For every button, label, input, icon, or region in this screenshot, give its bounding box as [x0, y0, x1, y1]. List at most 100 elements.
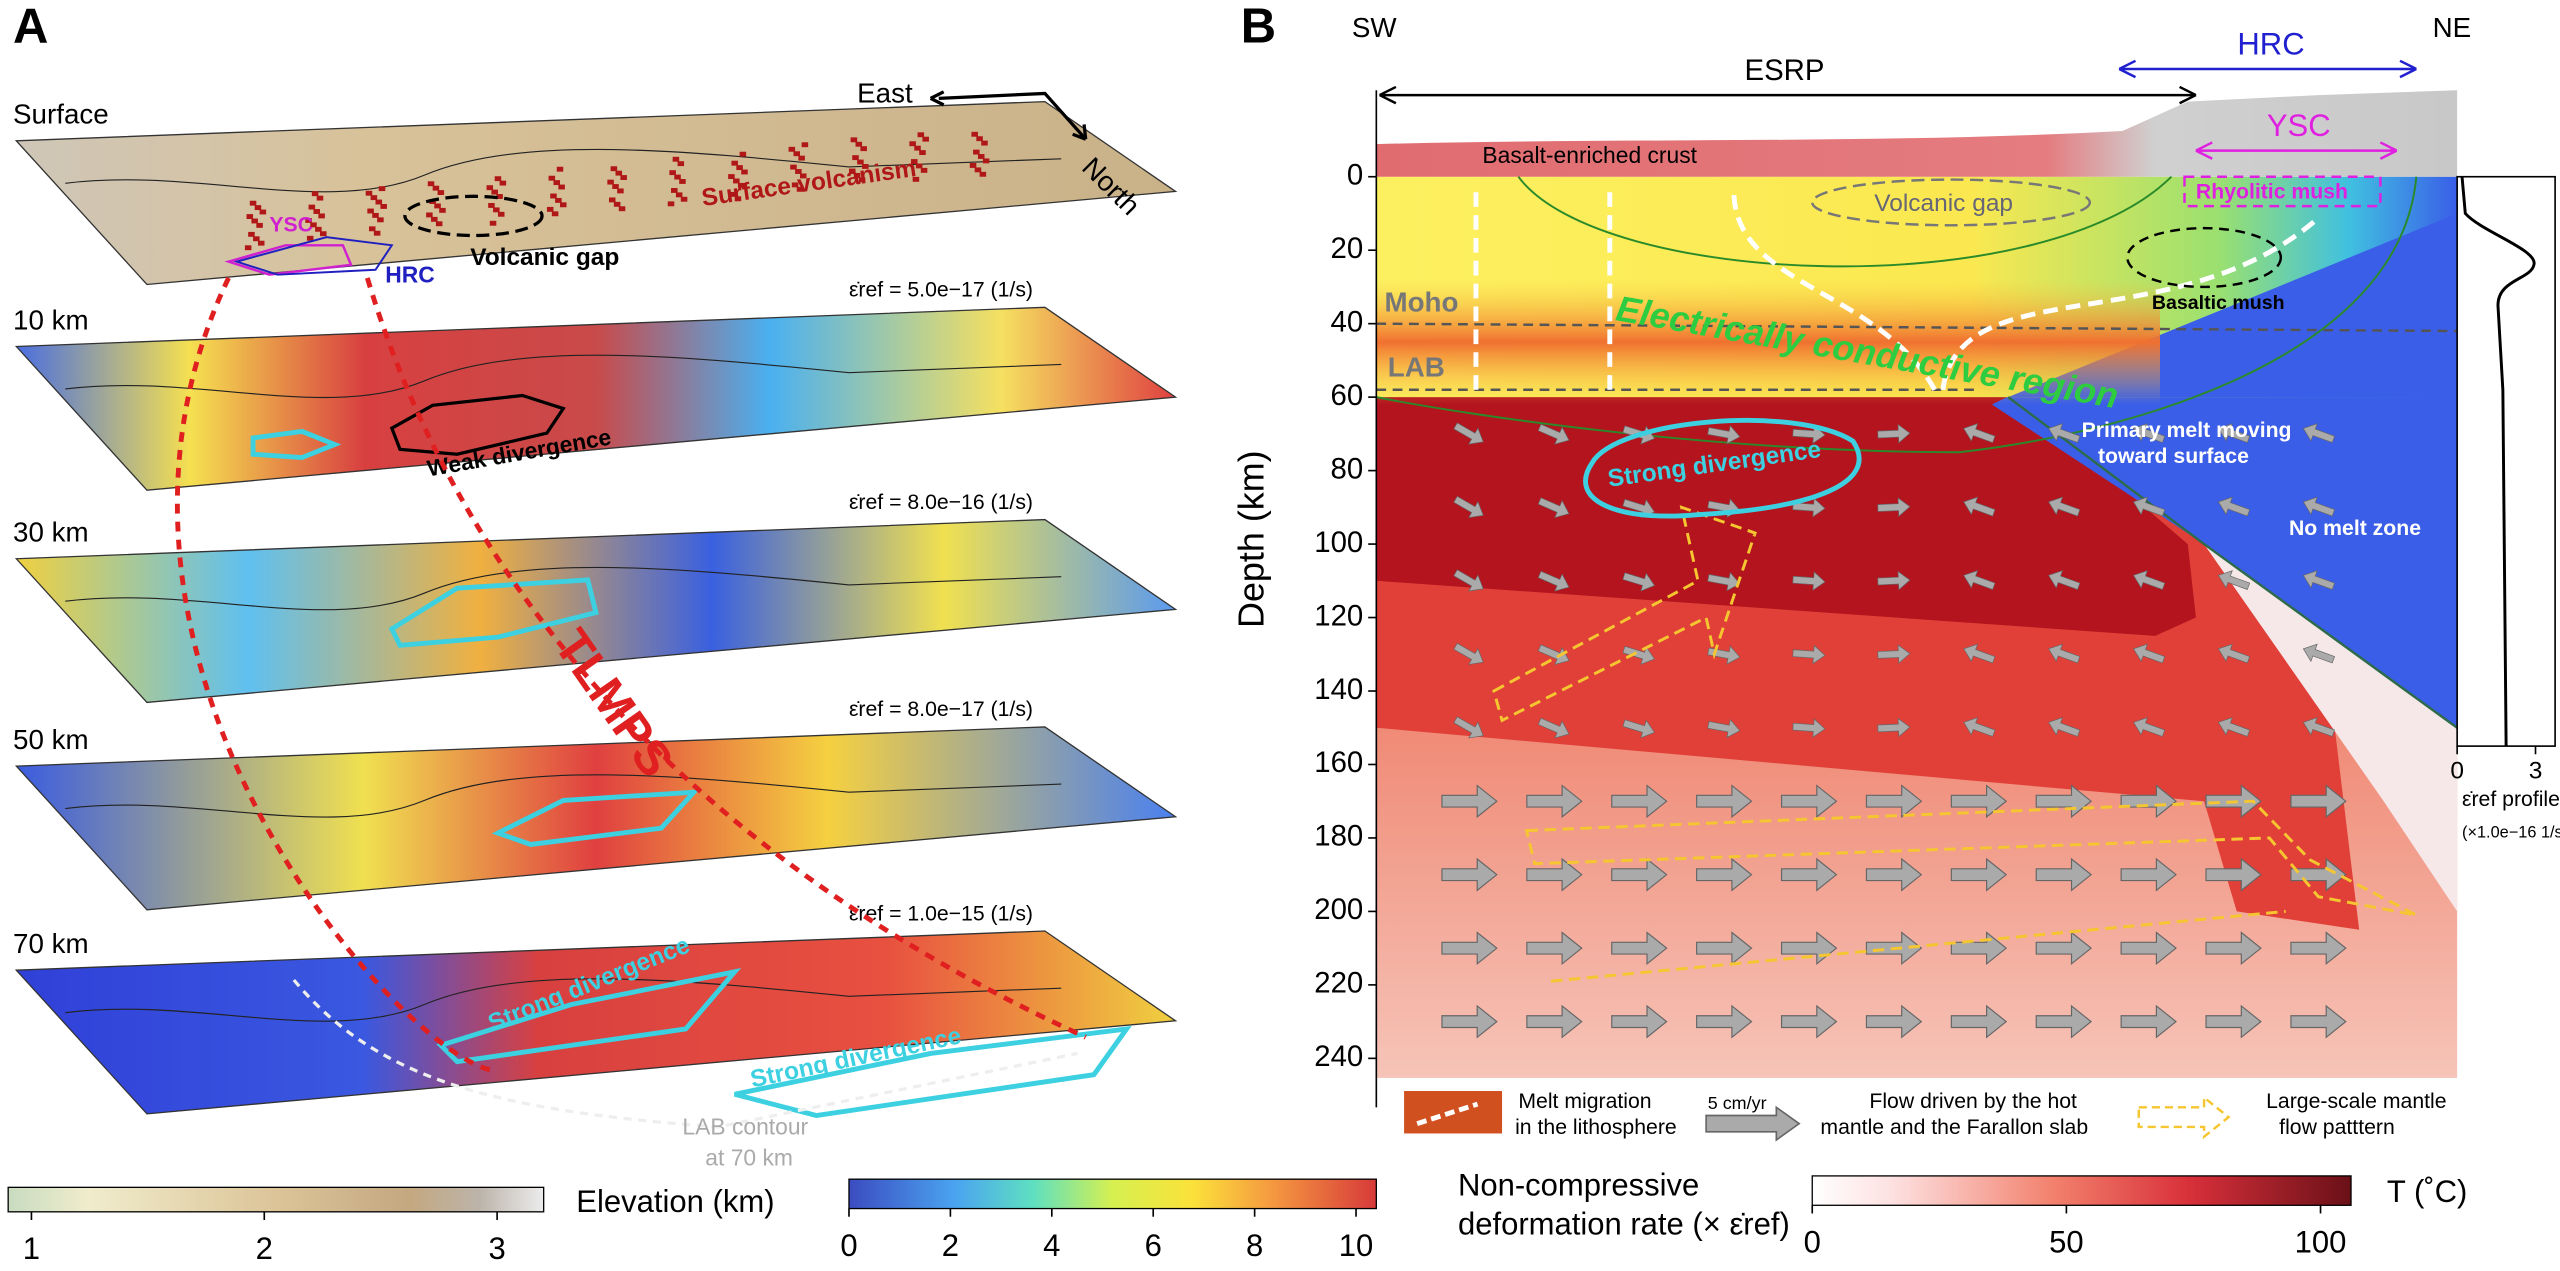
volcanic-field: [858, 177, 866, 183]
legend-text: Flow driven by the hot: [1869, 1090, 2077, 1113]
volcanic-field: [618, 206, 626, 212]
weak-divergence-outline: [389, 393, 566, 456]
volcanic-field: [434, 203, 441, 209]
flow-arrow: [2217, 643, 2251, 664]
volcanic-field: [793, 151, 800, 157]
volcanic-field: [426, 212, 433, 218]
volcanic-field: [911, 159, 918, 164]
volcanic-field: [372, 212, 379, 218]
flow-arrow: [1696, 857, 1753, 892]
colorbar-tick-label: 4: [1043, 1228, 1060, 1263]
direction-label: SW: [1352, 12, 1398, 43]
ysc-label: YSC: [2267, 108, 2331, 143]
colorbar-label: T (˚C): [2387, 1174, 2467, 1209]
flow-arrow: [1696, 931, 1753, 966]
colorbar-label: Non-compressive: [1458, 1168, 1699, 1203]
flow-arrow: [1792, 718, 1826, 738]
volcanic-field: [556, 166, 564, 172]
flow-arrow: [1696, 784, 1753, 819]
y-tick-label: 40: [1331, 305, 1364, 338]
flow-arrow: [1963, 423, 1996, 444]
panel-label: B: [1241, 0, 1276, 54]
esrp-label: ESRP: [1744, 54, 1824, 87]
volcanic-field: [377, 217, 384, 223]
annotation: Volcanic gap: [1874, 190, 2013, 217]
volcanic-field: [257, 240, 265, 246]
volcanic-field: [560, 202, 567, 208]
flow-arrow: [1877, 497, 1911, 517]
divergence-outline: [250, 428, 342, 461]
flow-arrow: [1441, 1004, 1498, 1039]
volcanic-field: [671, 187, 678, 193]
volcanic-field: [305, 218, 312, 223]
flow-arrow: [1707, 571, 1741, 592]
divergence-outline: [734, 1025, 1132, 1118]
compass-east: East: [857, 77, 913, 108]
flow-arrow: [1537, 717, 1570, 739]
volcanic-field: [974, 167, 982, 173]
layer-label: 30 km: [13, 517, 89, 548]
flow-arrow: [1453, 716, 1484, 739]
volcanic-field: [969, 163, 977, 168]
flow-arrow: [2217, 423, 2251, 444]
volcanic-field: [677, 161, 685, 167]
x-tick-label: 0: [2450, 758, 2464, 785]
volcanic-field: [915, 163, 923, 169]
flow-arrow: [1537, 644, 1570, 666]
volcanic-gap-outline: [1811, 178, 2092, 227]
flow-arrow: [2302, 496, 2336, 517]
annotation: No melt zone: [2289, 517, 2421, 540]
volcanic-field: [922, 136, 929, 142]
flow-arrow: [2133, 717, 2166, 737]
colorbar-label: deformation rate (× ε̇ref): [1458, 1207, 1790, 1242]
volcanic-field: [909, 141, 916, 147]
hottest-wedge: [1376, 389, 2196, 636]
annotation: Basalt-enriched crust: [1482, 142, 1697, 168]
volcanic-field: [733, 178, 740, 184]
flow-arrow: [2133, 570, 2166, 590]
volcanic-field: [435, 221, 443, 227]
ysc-arrow: [2195, 141, 2398, 160]
y-tick-label: 140: [1314, 673, 1363, 706]
annotation: Basaltic mush: [2152, 292, 2285, 314]
flow-arrow: [2290, 1004, 2347, 1039]
volcanic-field: [791, 182, 799, 188]
layer-label: 10 km: [13, 304, 89, 335]
flow-arrow: [1792, 644, 1826, 665]
flow-arrow: [1453, 569, 1484, 592]
volcanic-field: [801, 142, 809, 148]
flow-arrow: [2035, 784, 2093, 819]
volcanic-field: [370, 195, 378, 201]
divergence-outline: [388, 577, 599, 648]
flow-arrow: [1441, 784, 1498, 819]
crust: [1376, 90, 2458, 177]
volcanic-field: [795, 169, 802, 174]
volcanic-field: [367, 208, 374, 214]
flow-arrow: [2290, 931, 2347, 966]
volcanic-field: [375, 199, 383, 205]
y-tick-label: 60: [1331, 379, 1364, 412]
flow-arrow: [2205, 931, 2262, 966]
flow-arrow: [2302, 423, 2336, 444]
volcanic-field: [368, 226, 376, 232]
annotation: Volcanic gap: [470, 244, 619, 271]
flow-arrow: [2035, 1004, 2093, 1039]
colorbar-tick-label: 6: [1145, 1228, 1162, 1263]
volcanic-field: [608, 197, 616, 203]
volcanic-field: [497, 211, 505, 217]
volcanic-field: [981, 140, 988, 146]
flow-arrow: [1780, 857, 1838, 892]
colorbars: 1 2 3 Elevation (km) 0 2 4 6 8 10 Non-compressive d…: [7, 1168, 2467, 1266]
legend-scale: 5 cm/yr: [1708, 1093, 1767, 1113]
legend-mantle-arrow: [2137, 1094, 2231, 1140]
flow-arrow: [1611, 1004, 1668, 1039]
annotation: LAB: [1388, 352, 1445, 383]
melt-path: [1473, 187, 2317, 391]
flow-arrow: [1792, 571, 1826, 591]
colorbar-tick-label: 1: [23, 1231, 40, 1266]
annotation: Rhyolitic mush: [2196, 181, 2348, 204]
volcanic-field: [486, 185, 494, 191]
lab-contour: [292, 978, 1078, 1129]
volcanic-field: [313, 209, 320, 214]
